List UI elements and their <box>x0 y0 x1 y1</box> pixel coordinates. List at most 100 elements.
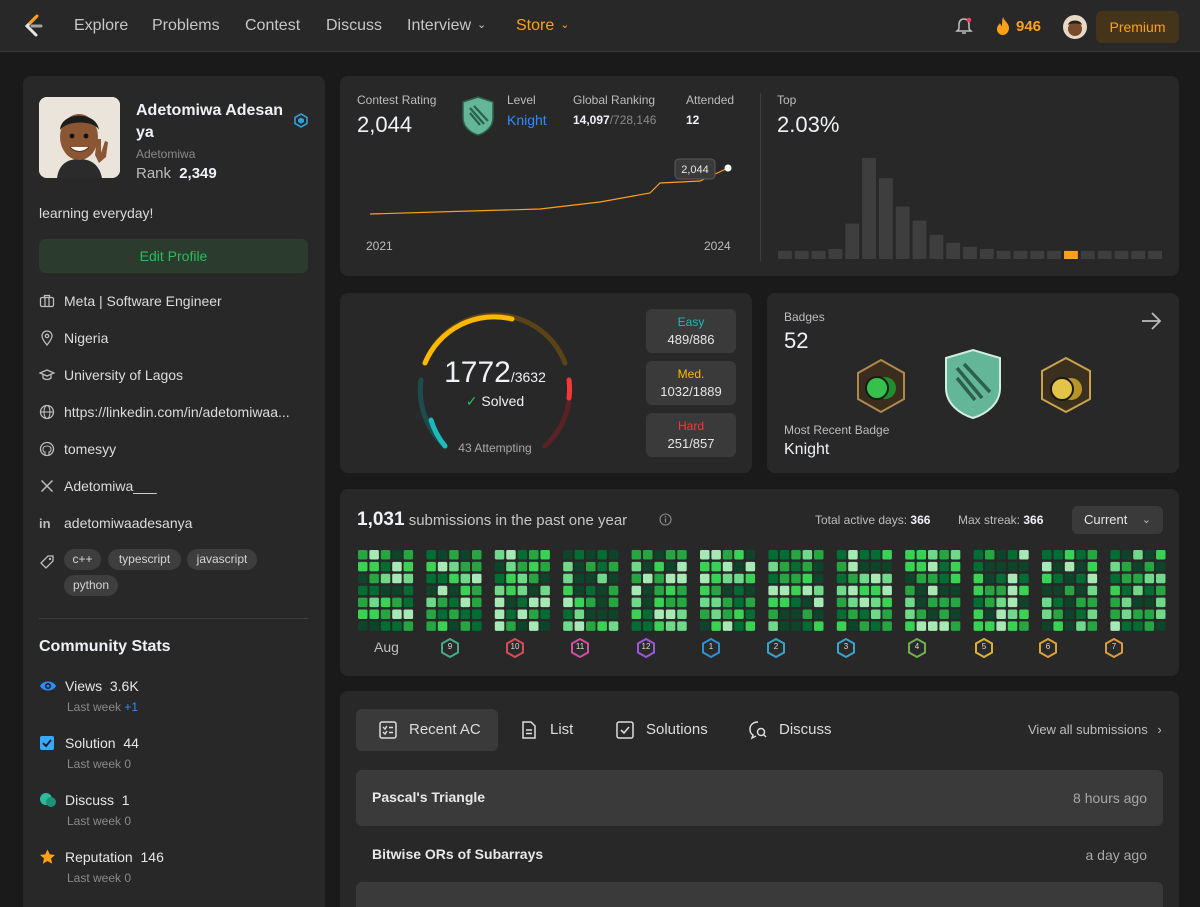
heatmap-day[interactable] <box>631 550 642 560</box>
heatmap-day[interactable] <box>677 609 687 620</box>
heatmap-day[interactable] <box>403 597 414 608</box>
heatmap-day[interactable] <box>517 561 528 572</box>
heatmap-day[interactable] <box>996 550 1006 560</box>
heatmap-day[interactable] <box>608 573 619 584</box>
heatmap-day[interactable] <box>836 609 847 620</box>
heatmap-day[interactable] <box>506 573 516 584</box>
heatmap-day[interactable] <box>1042 561 1052 572</box>
heatmap-day[interactable] <box>1076 550 1086 560</box>
heatmap-day[interactable] <box>996 597 1006 608</box>
heatmap-day[interactable] <box>677 561 687 572</box>
heatmap-day[interactable] <box>631 585 642 596</box>
heatmap-day[interactable] <box>460 621 471 631</box>
nav-contest[interactable]: Contest <box>245 17 301 34</box>
heatmap-day[interactable] <box>928 585 938 596</box>
heatmap-day[interactable] <box>836 561 847 572</box>
heatmap-day[interactable] <box>665 621 676 631</box>
heatmap-day[interactable] <box>905 573 915 584</box>
heatmap-day[interactable] <box>449 585 459 596</box>
heatmap-day[interactable] <box>1053 573 1063 584</box>
heatmap-day[interactable] <box>529 585 539 596</box>
heatmap-day[interactable] <box>768 561 778 572</box>
heatmap-day[interactable] <box>1110 550 1120 560</box>
list-item[interactable] <box>356 882 1163 907</box>
heatmap-day[interactable] <box>643 621 653 631</box>
heatmap-day[interactable] <box>437 597 448 608</box>
heatmap-day[interactable] <box>517 550 528 560</box>
heatmap-day[interactable] <box>494 597 505 608</box>
heatmap-day[interactable] <box>1076 585 1086 596</box>
heatmap-day[interactable] <box>882 561 892 572</box>
heatmap-day[interactable] <box>1064 550 1075 560</box>
histogram-bar[interactable] <box>1013 250 1028 259</box>
heatmap-day[interactable] <box>1019 621 1029 631</box>
heatmap-day[interactable] <box>916 561 927 572</box>
histogram-bar[interactable] <box>1097 250 1112 259</box>
heatmap-day[interactable] <box>802 585 813 596</box>
heatmap-day[interactable] <box>1064 621 1075 631</box>
heatmap-day[interactable] <box>665 561 676 572</box>
heatmap-day[interactable] <box>973 609 984 620</box>
heatmap-day[interactable] <box>586 597 596 608</box>
heatmap-day[interactable] <box>426 585 436 596</box>
heatmap-day[interactable] <box>814 550 824 560</box>
heatmap-day[interactable] <box>574 597 585 608</box>
medium-box[interactable]: Med. 1032/1889 <box>646 361 736 405</box>
heatmap-day[interactable] <box>939 561 949 572</box>
heatmap-day[interactable] <box>985 621 995 631</box>
heatmap-day[interactable] <box>426 550 436 560</box>
heatmap-day[interactable] <box>734 550 744 560</box>
tab-list[interactable]: List <box>519 709 589 751</box>
heatmap-day[interactable] <box>779 597 790 608</box>
heatmap-day[interactable] <box>848 621 858 631</box>
heatmap-day[interactable] <box>517 621 528 631</box>
heatmap-day[interactable] <box>768 585 778 596</box>
heatmap-day[interactable] <box>643 573 653 584</box>
heatmap-day[interactable] <box>700 621 710 631</box>
heatmap-day[interactable] <box>859 621 870 631</box>
heatmap-day[interactable] <box>1121 561 1132 572</box>
heatmap-day[interactable] <box>722 561 733 572</box>
twitter-link[interactable]: Adetomiwa___ <box>64 478 157 494</box>
heatmap-day[interactable] <box>472 585 482 596</box>
heatmap-day[interactable] <box>848 585 858 596</box>
month-badge-icon[interactable]: 2 <box>766 637 786 659</box>
heatmap-day[interactable] <box>928 573 938 584</box>
heatmap-day[interactable] <box>358 585 368 596</box>
heatmap-day[interactable] <box>859 573 870 584</box>
heatmap-day[interactable] <box>1133 585 1143 596</box>
heatmap-day[interactable] <box>586 609 596 620</box>
heatmap-day[interactable] <box>791 621 801 631</box>
heatmap-day[interactable] <box>597 573 607 584</box>
heatmap-day[interactable] <box>973 573 984 584</box>
top-histogram-chart[interactable] <box>778 156 1162 259</box>
heatmap-day[interactable] <box>494 550 505 560</box>
heatmap-day[interactable] <box>768 609 778 620</box>
heatmap-day[interactable] <box>1144 561 1155 572</box>
heatmap-day[interactable] <box>939 585 949 596</box>
heatmap-day[interactable] <box>779 550 790 560</box>
nav-explore[interactable]: Explore <box>74 17 129 34</box>
tab-discuss[interactable]: Discuss <box>748 709 848 751</box>
heatmap-day[interactable] <box>1076 609 1086 620</box>
heatmap-day[interactable] <box>460 550 471 560</box>
heatmap-day[interactable] <box>700 550 710 560</box>
heatmap-day[interactable] <box>1144 585 1155 596</box>
heatmap-day[interactable] <box>996 609 1006 620</box>
year-select[interactable]: Current ⌄ <box>1072 506 1163 534</box>
heatmap-day[interactable] <box>871 585 881 596</box>
heatmap-day[interactable] <box>563 550 573 560</box>
heatmap-day[interactable] <box>859 585 870 596</box>
month-badge-icon[interactable]: 4 <box>907 637 927 659</box>
heatmap-day[interactable] <box>1133 609 1143 620</box>
heatmap-day[interactable] <box>1042 550 1052 560</box>
heatmap-day[interactable] <box>1053 597 1063 608</box>
heatmap-day[interactable] <box>426 561 436 572</box>
heatmap-day[interactable] <box>985 585 995 596</box>
heatmap-day[interactable] <box>859 609 870 620</box>
heatmap-day[interactable] <box>380 573 391 584</box>
tab-solutions[interactable]: Solutions <box>615 709 725 751</box>
heatmap-day[interactable] <box>1087 573 1098 584</box>
heatmap-day[interactable] <box>506 609 516 620</box>
heatmap-day[interactable] <box>722 621 733 631</box>
